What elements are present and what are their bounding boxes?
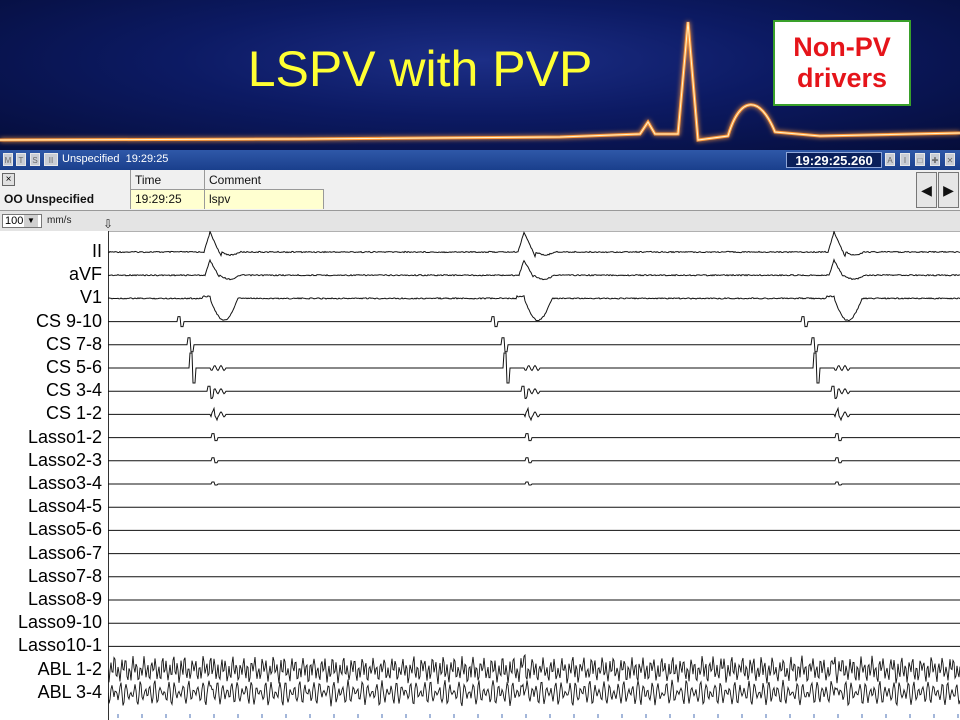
a-button[interactable]: A: [885, 153, 895, 166]
lead-label: Lasso6-7: [27, 542, 102, 563]
lead-label: Lasso1-2: [27, 426, 102, 447]
lead-trace: [108, 481, 960, 486]
slide-title: LSPV with PVP: [247, 41, 593, 97]
sweep-speed-bar: 100 ▼ mm/s ⇩: [0, 211, 960, 232]
lead-label: Lasso9-10: [17, 612, 102, 633]
window-title: Unspecified 19:29:25: [62, 153, 168, 165]
lead-trace: [108, 258, 960, 281]
slide-banner: LSPV with PVP Non-PV drivers: [0, 0, 960, 150]
window-title-text: Unspecified: [62, 153, 120, 165]
restore-button[interactable]: □: [915, 153, 925, 166]
box-line-2: drivers: [796, 63, 888, 93]
lead-label: aVF: [68, 264, 102, 285]
lead-label: V1: [79, 287, 102, 308]
annotation-nav: ◀ ▶: [916, 172, 960, 208]
lead-label: ABL 1-2: [37, 658, 102, 679]
clock-display: 19:29:25.260: [786, 152, 882, 168]
down-arrow-marker-icon[interactable]: ⇩: [103, 217, 114, 231]
mode-s-button[interactable]: S: [30, 153, 40, 166]
lead-trace: [108, 406, 960, 422]
lead-trace: [108, 352, 960, 384]
lead-label: Lasso3-4: [27, 473, 102, 493]
lead-label: Lasso2-3: [27, 449, 102, 470]
box-line-1: Non-PV: [793, 32, 891, 62]
time-column-header: Time: [130, 170, 204, 190]
lead-label: CS 9-10: [35, 310, 102, 331]
next-annotation-button[interactable]: ▶: [938, 172, 959, 208]
group-label: OO Unspecified: [4, 192, 95, 206]
lead-label: CS 3-4: [45, 380, 102, 401]
pause-button[interactable]: II: [44, 153, 58, 166]
lead-label: Lasso8-9: [27, 589, 102, 609]
lead-label: Lasso7-8: [27, 565, 102, 586]
lead-trace: [108, 653, 960, 685]
close-window-button[interactable]: ✕: [945, 153, 955, 166]
lead-trace: [108, 679, 960, 707]
lead-label: ABL 3-4: [37, 681, 102, 702]
lead-trace: [108, 231, 960, 259]
lead-trace: [108, 294, 960, 322]
lead-label: Lasso5-6: [27, 519, 102, 540]
chevron-down-icon[interactable]: ▼: [24, 215, 38, 227]
recording-window: M T S II Unspecified 19:29:25 19:29:25.2…: [0, 150, 960, 720]
lead-trace: [108, 337, 960, 353]
lead-trace: [108, 433, 960, 442]
sweep-speed-unit: mm/s: [47, 215, 72, 226]
lead-label: CS 5-6: [45, 357, 102, 377]
lead-label-column: II aVF V1 CS 9-10 CS 7-8 CS 5-6 CS 3-4 CS 1-2 La…: [0, 231, 109, 720]
lead-label: CS 1-2: [45, 403, 102, 424]
lead-label: CS 7-8: [45, 333, 102, 354]
lead-trace: [108, 316, 960, 328]
mode-t-button[interactable]: T: [16, 153, 26, 166]
lead-label: Lasso4-5: [27, 496, 102, 517]
annotation-comment-cell[interactable]: lspv: [204, 190, 324, 209]
prev-annotation-button[interactable]: ◀: [916, 172, 937, 208]
annotation-time-cell[interactable]: 19:29:25: [130, 190, 204, 209]
mode-m-button[interactable]: M: [3, 153, 13, 166]
trace-panel[interactable]: [108, 231, 960, 720]
comment-column-header: Comment: [204, 170, 324, 190]
lead-trace: [108, 385, 960, 400]
annotation-bar: × OO Unspecified Time Comment 19:29:25 l…: [0, 170, 960, 211]
add-button[interactable]: ✚: [930, 153, 940, 166]
non-pv-drivers-box: Non-PV drivers: [773, 20, 911, 106]
i-button[interactable]: I: [900, 153, 910, 166]
window-title-time: 19:29:25: [125, 153, 169, 165]
close-icon[interactable]: ×: [2, 173, 15, 186]
lead-label: II: [91, 241, 102, 261]
lead-label: Lasso10-1: [17, 635, 102, 656]
ecg-glow-decoration: [0, 21, 960, 142]
lead-trace: [108, 457, 960, 464]
window-titlebar: M T S II Unspecified 19:29:25 19:29:25.2…: [0, 150, 960, 170]
